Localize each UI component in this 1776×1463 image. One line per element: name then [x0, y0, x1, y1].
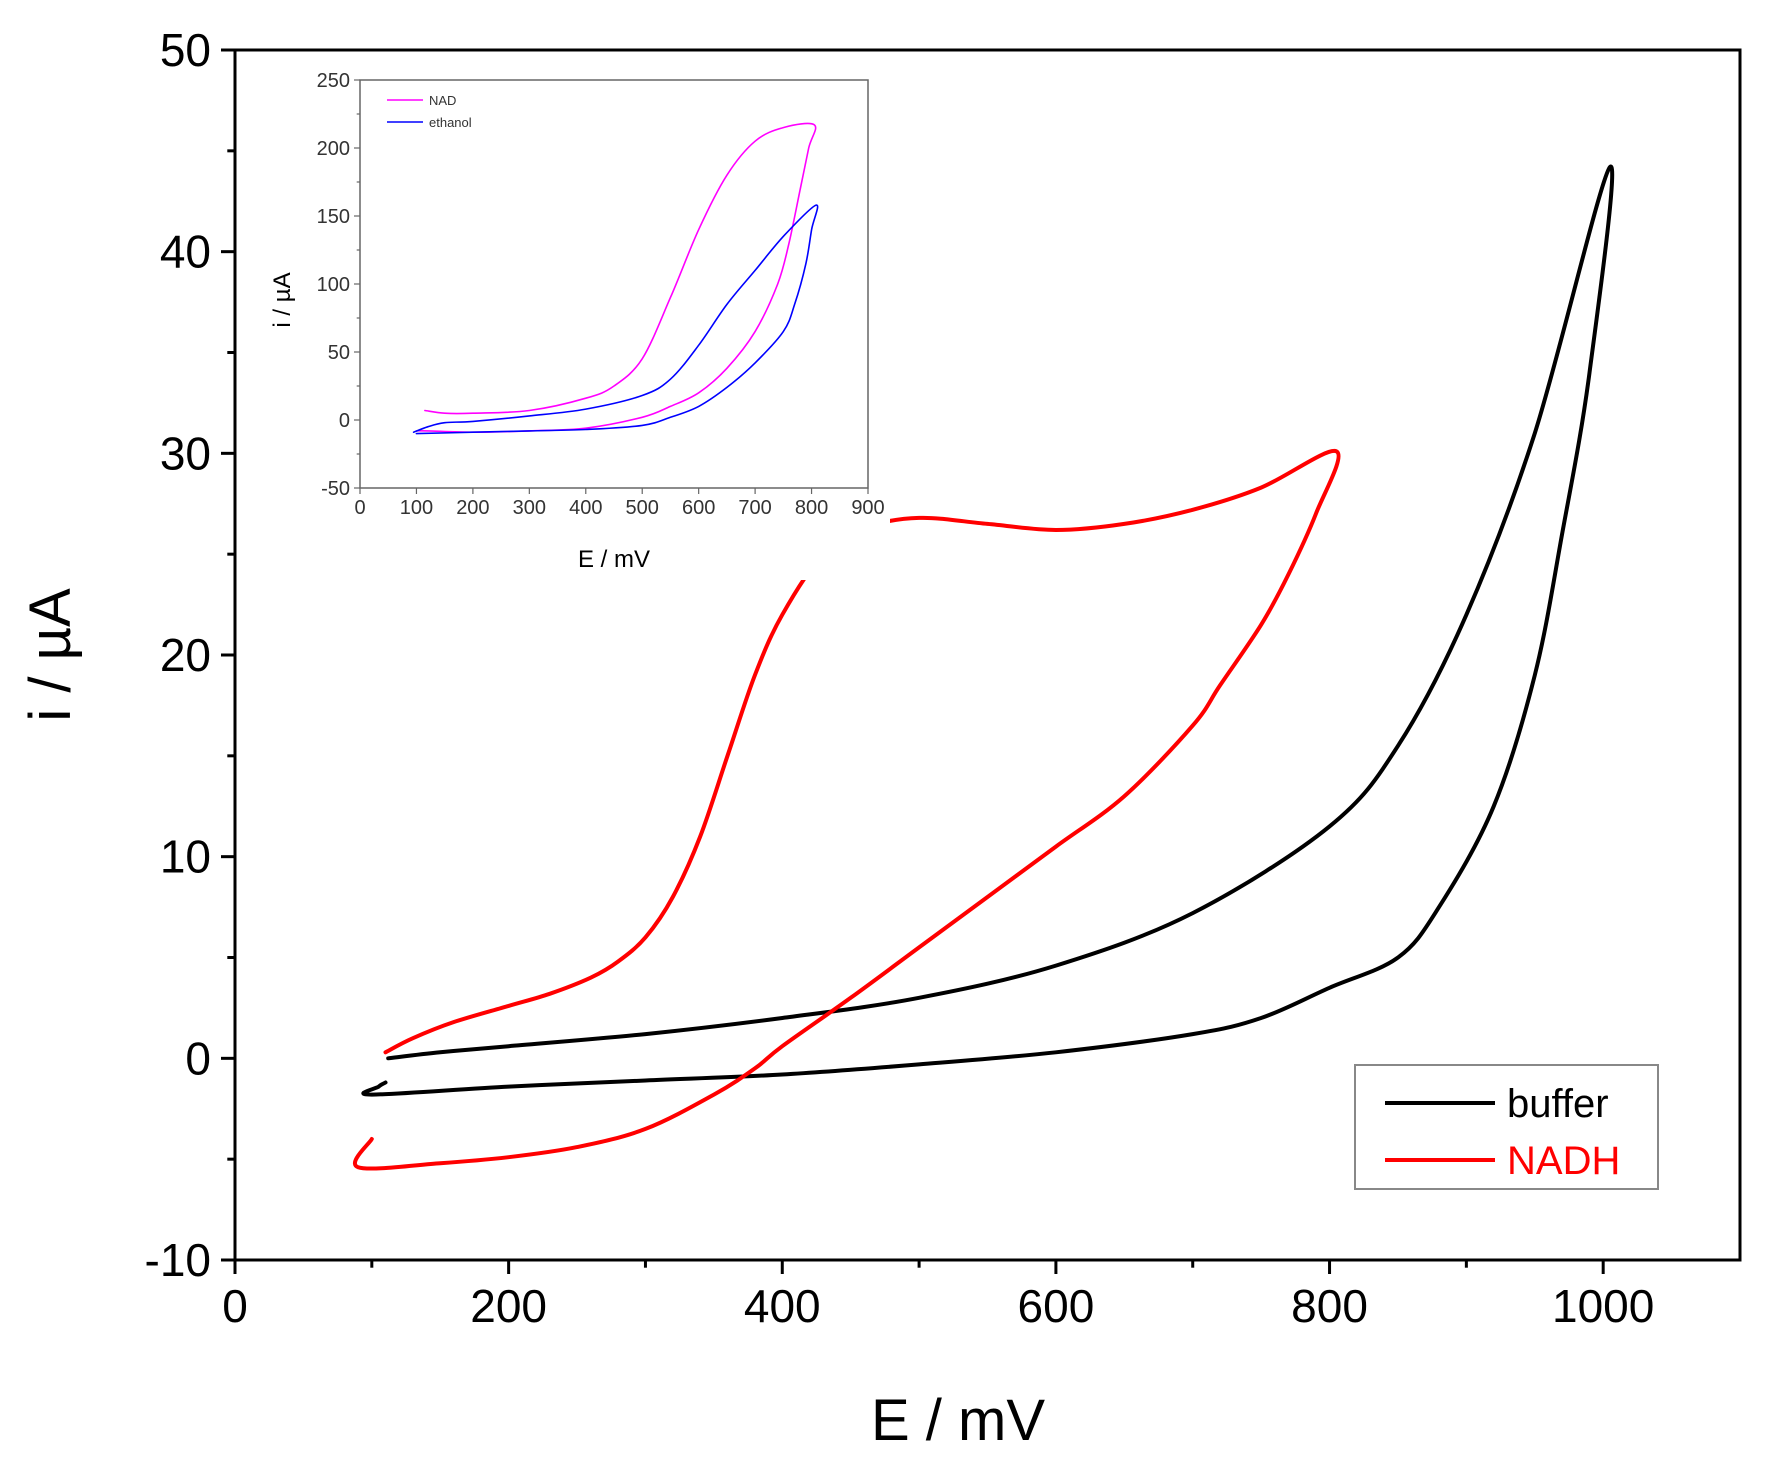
inset-y-tick-label: 100	[317, 274, 350, 296]
main-y-tick-label: 10	[160, 831, 211, 883]
main-y-tick-label: 50	[160, 24, 211, 76]
main-x-tick-label: 600	[1018, 1280, 1095, 1332]
inset-legend-label-ethanol: ethanol	[429, 115, 472, 130]
main-legend: buffer NADH	[1354, 1064, 1659, 1190]
inset-y-tick-label: 0	[339, 410, 350, 432]
legend-label-nadh: NADH	[1507, 1139, 1620, 1183]
inset-y-tick-label: 150	[317, 206, 350, 228]
inset-series-group	[412, 122, 819, 435]
inset-x-tick-label: 700	[738, 497, 771, 519]
inset-x-tick-label: 500	[626, 497, 659, 519]
main-x-axis-title: E / mV	[871, 1388, 1045, 1453]
main-y-tick-label: 30	[160, 427, 211, 479]
main-y-tick-label: -10	[145, 1234, 211, 1286]
inset-y-tick-label: 50	[328, 342, 350, 364]
inset-x-tick-label: 100	[400, 497, 433, 519]
main-y-tick-label: 20	[160, 629, 211, 681]
inset-background	[255, 60, 890, 580]
inset-y-tick-label: 200	[317, 138, 350, 160]
legend-label-buffer: buffer	[1507, 1082, 1609, 1126]
main-series-buffer-line	[361, 164, 1615, 1097]
inset-series-nad-line	[415, 122, 817, 433]
main-series-group	[353, 164, 1615, 1171]
main-y-axis-title: i / µA	[18, 588, 83, 722]
main-x-tick-label: 800	[1291, 1280, 1368, 1332]
main-legend-box	[1354, 1064, 1659, 1190]
main-x-tick-label: 200	[470, 1280, 547, 1332]
main-y-tick-label: 40	[160, 226, 211, 278]
inset-x-tick-label: 900	[851, 497, 884, 519]
inset-x-tick-label: 800	[795, 497, 828, 519]
inset-x-axis-title: E / mV	[578, 546, 650, 573]
inset-x-tick-label: 600	[682, 497, 715, 519]
inset-y-axis-title: i / µA	[269, 272, 296, 327]
main-x-tick-label: 1000	[1552, 1280, 1654, 1332]
inset-y-tick-label: -50	[321, 478, 350, 500]
inset-x-tick-label: 300	[513, 497, 546, 519]
main-y-tick-label: 0	[185, 1032, 211, 1084]
inset-x-tick-label: 200	[456, 497, 489, 519]
main-x-tick-label: 400	[744, 1280, 821, 1332]
inset-legend: NAD ethanol	[387, 93, 472, 130]
inset-series-ethanol-line	[412, 204, 819, 435]
inset-x-tick-label: 400	[569, 497, 602, 519]
inset-legend-label-nad: NAD	[429, 93, 456, 108]
inset-x-tick-label: 0	[354, 497, 365, 519]
main-series-nadh-line	[353, 448, 1341, 1171]
inset-y-tick-label: 250	[317, 70, 350, 92]
main-x-tick-label: 0	[222, 1280, 248, 1332]
inset-axis-ticks: 0 100 200 300 400 500 600 700 800 900-50050100150…	[317, 70, 885, 519]
